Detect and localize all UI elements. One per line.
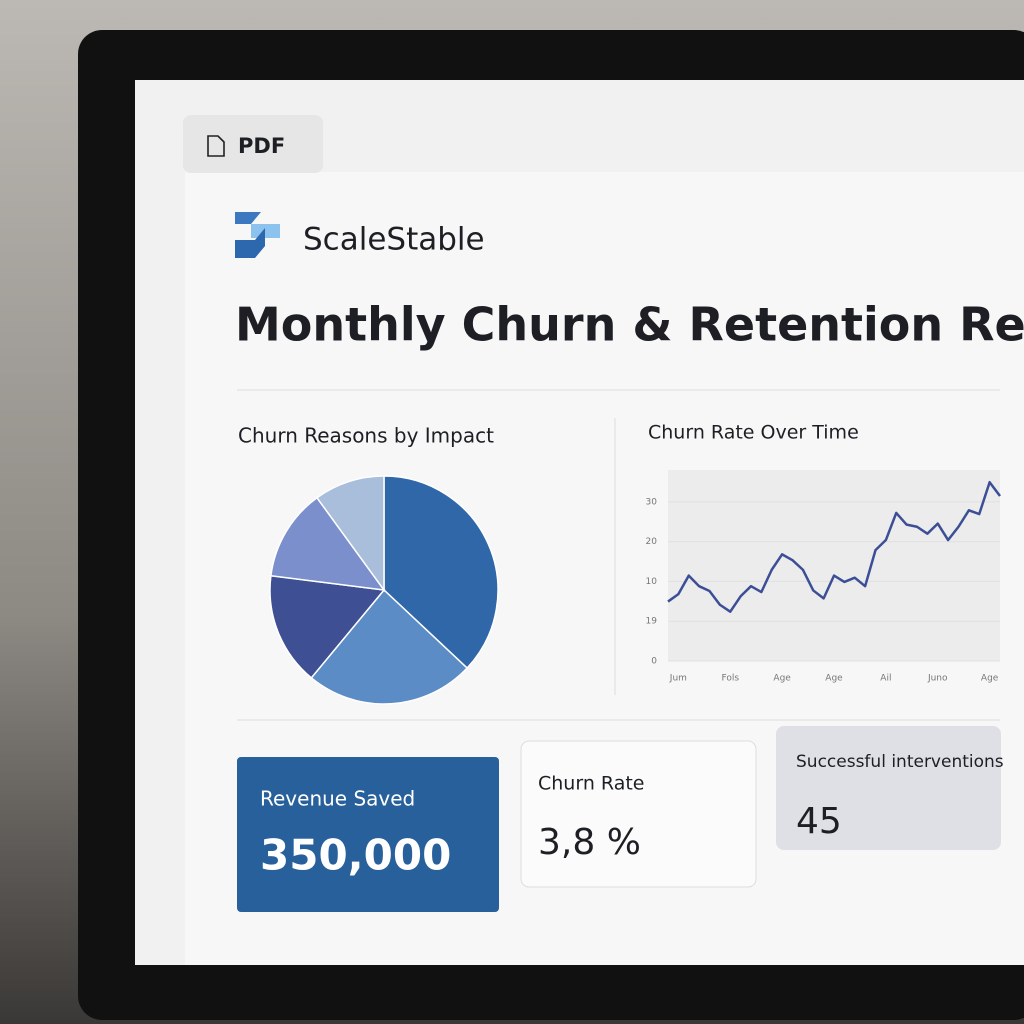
- logo: [235, 212, 280, 258]
- kpi-label: Revenue Saved: [260, 787, 415, 811]
- x-tick-label: Fols: [721, 674, 739, 684]
- kpi-label: Successful interventions: [796, 752, 1004, 772]
- kpi-card: [237, 757, 499, 912]
- x-tick-label: Age: [773, 674, 791, 684]
- line-chart: 30 20 10 19 0 Jum Fols Age Age Ail Juno Age: [646, 480, 1001, 684]
- pie-slice: [383, 475, 499, 670]
- x-tick-label: Juno: [927, 674, 948, 684]
- pie-slice: [315, 475, 385, 593]
- brand-name: ScaleStable: [303, 222, 485, 258]
- y-tick-label: 20: [646, 537, 658, 547]
- y-tick-label: 10: [646, 577, 658, 587]
- x-tick-label: Age: [825, 674, 843, 684]
- x-tick-label: Ail: [880, 674, 891, 684]
- kpi-card: [520, 740, 757, 888]
- x-tick-label: Jum: [669, 674, 687, 684]
- chart-title: Churn Reasons by Impact: [238, 424, 494, 448]
- report-title: Monthly Churn & Retention Report: [235, 298, 1024, 352]
- file-icon: [207, 135, 225, 157]
- line-series: [667, 480, 1001, 613]
- tab-label: PDF: [238, 134, 285, 158]
- pie-slice: [269, 574, 386, 679]
- kpi-label: Churn Rate: [538, 773, 644, 795]
- pdf-tab[interactable]: [183, 115, 323, 173]
- chart-title: Churn Rate Over Time: [648, 422, 859, 444]
- pie-slice: [270, 496, 386, 591]
- x-tick-label: Age: [981, 674, 999, 684]
- kpi-value: 3,8 %: [538, 822, 641, 863]
- pie-slice: [310, 588, 469, 705]
- y-tick-label: 0: [651, 657, 657, 667]
- kpi-card: [776, 726, 1001, 850]
- kpi-value: 350,000: [260, 831, 451, 880]
- y-tick-label: 30: [646, 497, 658, 507]
- kpi-value: 45: [796, 801, 842, 842]
- pie-chart: [269, 475, 499, 705]
- y-tick-label: 19: [646, 617, 658, 627]
- plot-area: [668, 470, 1000, 661]
